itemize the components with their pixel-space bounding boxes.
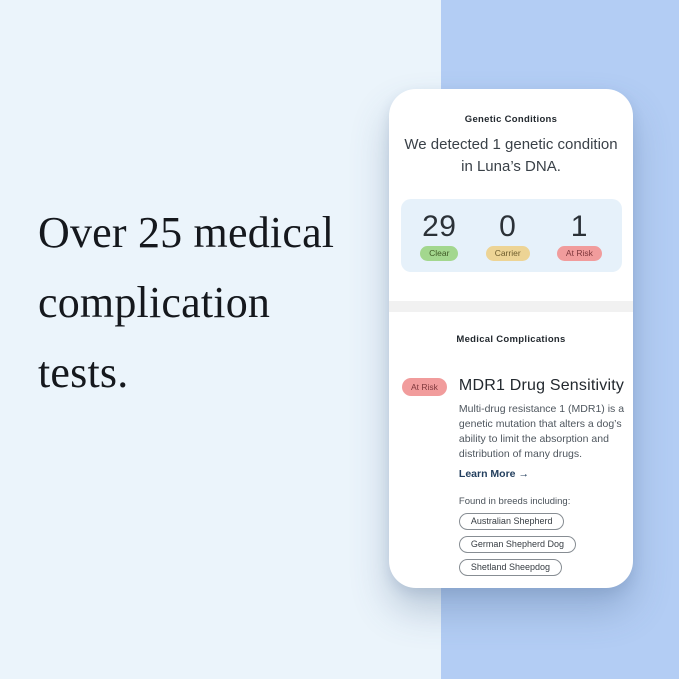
section-divider <box>389 301 633 312</box>
medical-complications-section-label: Medical Complications <box>456 334 566 345</box>
arrow-right-icon: → <box>518 468 529 480</box>
marketing-headline: Over 25 medical complication tests. <box>38 208 335 397</box>
breed-chip-german-shepherd-dog[interactable]: German Shepherd Dog <box>458 536 576 553</box>
learn-more-label: Learn More <box>458 468 516 480</box>
genetic-stats-box: 29 Clear 0 Carrier 1 At Risk <box>400 199 622 272</box>
breeds-label: Found in breeds including: <box>458 496 571 507</box>
condition-content: MDR1 Drug Sensitivity Multi-drug resista… <box>458 376 627 576</box>
at-risk-badge: At Risk <box>402 378 447 396</box>
learn-more-link[interactable]: Learn More → <box>459 468 529 480</box>
stat-at-risk-badge: At Risk <box>556 245 602 261</box>
condition-row: At Risk MDR1 Drug Sensitivity Multi-drug… <box>402 376 624 576</box>
breed-chip-shetland-sheepdog[interactable]: Shetland Sheepdog <box>458 559 562 576</box>
condition-name: MDR1 Drug Sensitivity <box>458 377 625 394</box>
stat-carrier-badge: Carrier <box>485 245 530 261</box>
stat-at-risk-value: 1 <box>570 209 588 243</box>
stat-clear-value: 29 <box>422 209 457 243</box>
stat-carrier: 0 Carrier <box>485 209 530 261</box>
stat-clear-badge: Clear <box>420 245 459 261</box>
breed-chip-australian-shepherd[interactable]: Australian Shepherd <box>458 513 565 530</box>
stat-carrier-value: 0 <box>499 209 517 243</box>
condition-description: Multi-drug resistance 1 (MDR1) is a gene… <box>458 403 625 460</box>
stat-at-risk: 1 At Risk <box>556 209 602 261</box>
genetic-conditions-section-label: Genetic Conditions <box>464 114 558 125</box>
genetic-conditions-summary: We detected 1 genetic condition in Luna’… <box>404 136 618 175</box>
phone-results-card: Genetic Conditions We detected 1 genetic… <box>389 89 633 588</box>
stat-clear: 29 Clear <box>420 209 459 261</box>
